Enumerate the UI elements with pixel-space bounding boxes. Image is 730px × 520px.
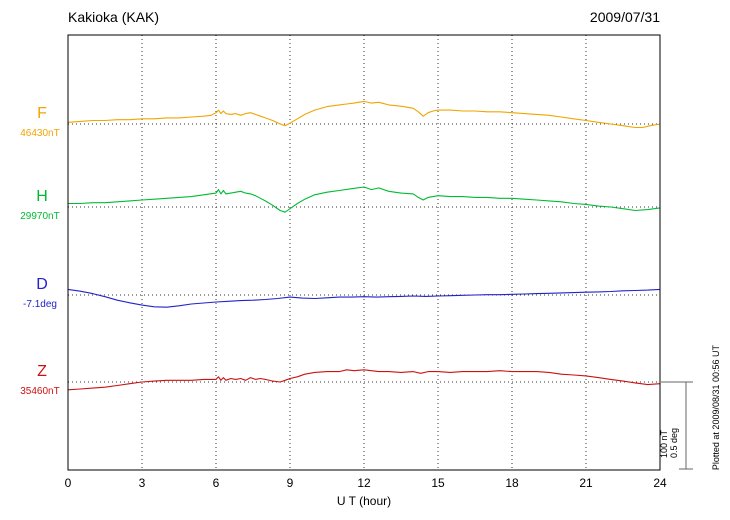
svg-text:12: 12	[357, 476, 371, 490]
plot-date: 2009/07/31	[589, 9, 660, 25]
trace-baseline-D: -7.1deg	[23, 299, 57, 310]
x-axis-label: U T (hour)	[336, 494, 392, 508]
svg-text:0: 0	[65, 476, 72, 490]
trace-label-Z: Z	[37, 363, 47, 380]
scalebar-label-deg: 0.5 deg	[669, 427, 679, 458]
svg-text:24: 24	[653, 476, 667, 490]
trace-label-H: H	[36, 188, 48, 205]
svg-text:15: 15	[431, 476, 445, 490]
svg-text:9: 9	[287, 476, 294, 490]
svg-text:3: 3	[139, 476, 146, 490]
svg-text:6: 6	[213, 476, 220, 490]
trace-label-F: F	[37, 105, 47, 122]
plotted-at-note: Plotted at 2009/08/31 00:56 UT	[711, 344, 721, 470]
station-title: Kakioka (KAK)	[68, 9, 160, 25]
trace-baseline-F: 46430nT	[20, 128, 60, 139]
trace-baseline-Z: 35460nT	[20, 386, 60, 397]
svg-text:21: 21	[579, 476, 593, 490]
svg-text:18: 18	[505, 476, 519, 490]
trace-label-D: D	[36, 276, 48, 293]
trace-baseline-H: 29970nT	[20, 211, 60, 222]
